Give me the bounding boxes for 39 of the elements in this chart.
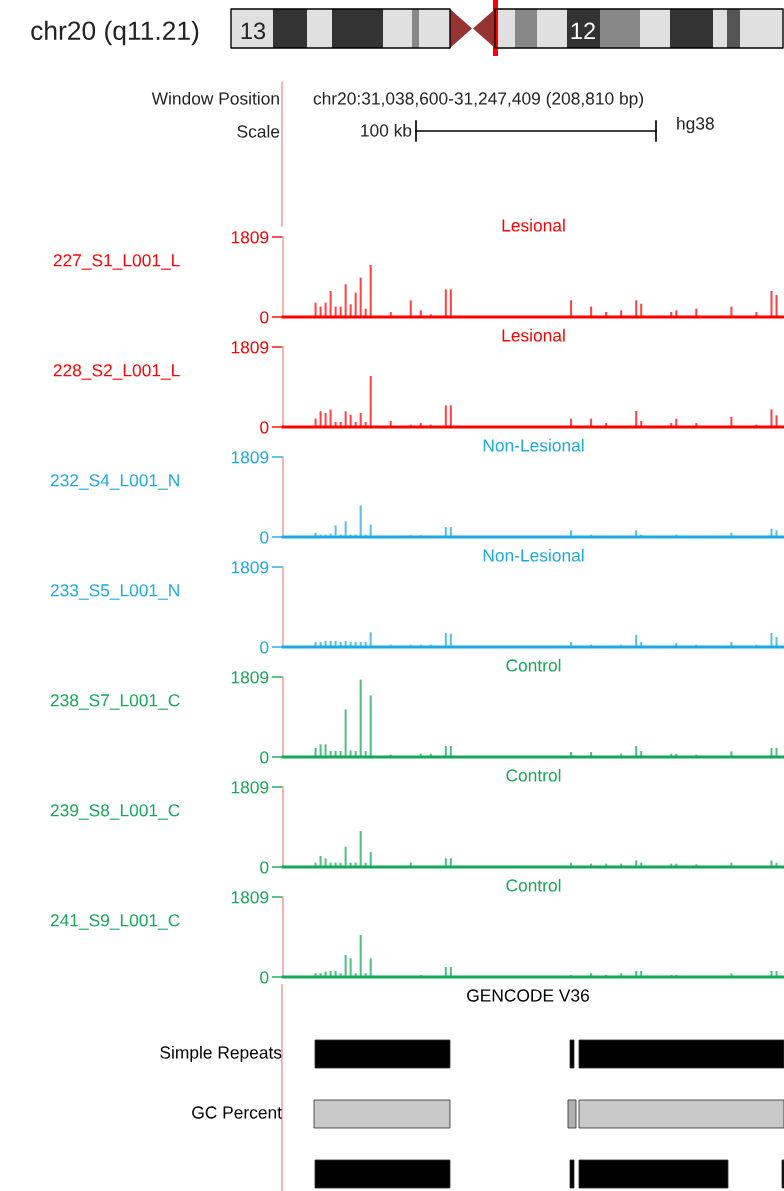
- y-axis-title: 228_S2_L001_L: [53, 364, 180, 380]
- chart-title: Non-Lesional: [483, 548, 584, 562]
- y-tick-label: 0: [260, 751, 269, 764]
- text: Simple Repeats: [160, 1045, 282, 1063]
- text: GC Percent: [192, 1106, 282, 1119]
- y-tick-label: 1809: [231, 781, 269, 794]
- text: hg38: [677, 116, 714, 134]
- y-tick-label: 0: [260, 421, 269, 434]
- text: chr20:31,038,600-31,247,409 (208,810 bp): [313, 91, 644, 109]
- y-tick-label: 0: [260, 861, 269, 874]
- y-tick-label: 0: [260, 971, 269, 984]
- text: 13: [241, 22, 266, 40]
- text: Scale: [237, 124, 280, 138]
- y-axis-title: 239_S8_L001_C: [50, 804, 180, 820]
- y-tick-label: 1809: [231, 891, 269, 904]
- chart-title: Control: [506, 768, 561, 782]
- y-axis-title: 233_S5_L001_N: [50, 584, 179, 600]
- y-tick-label: 0: [260, 641, 269, 654]
- y-axis-title: 232_S4_L001_N: [50, 474, 179, 490]
- y-tick-label: 0: [260, 531, 269, 544]
- text: 100 kb: [361, 123, 412, 137]
- chart-title: Control: [506, 878, 561, 892]
- y-axis-title: 227_S1_L001_L: [53, 254, 180, 270]
- text: GENCODE V36: [467, 989, 589, 1002]
- text: Window Position: [151, 91, 279, 105]
- y-axis-title: 238_S7_L001_C: [50, 694, 180, 710]
- chart-title: Lesional: [502, 328, 565, 342]
- chart-title: Control: [506, 658, 561, 672]
- y-tick-label: 1809: [231, 561, 269, 574]
- text: 12: [571, 22, 595, 40]
- y-tick-label: 1809: [231, 231, 269, 244]
- y-tick-label: 0: [260, 311, 269, 324]
- text: chr20 (q11.21): [31, 20, 199, 46]
- y-tick-label: 1809: [231, 671, 269, 684]
- y-tick-label: 1809: [231, 341, 269, 354]
- y-axis-title: 241_S9_L001_C: [50, 914, 180, 930]
- y-tick-label: 1809: [231, 451, 269, 464]
- chart-title: Lesional: [502, 218, 565, 232]
- chart-title: Non-Lesional: [483, 438, 584, 452]
